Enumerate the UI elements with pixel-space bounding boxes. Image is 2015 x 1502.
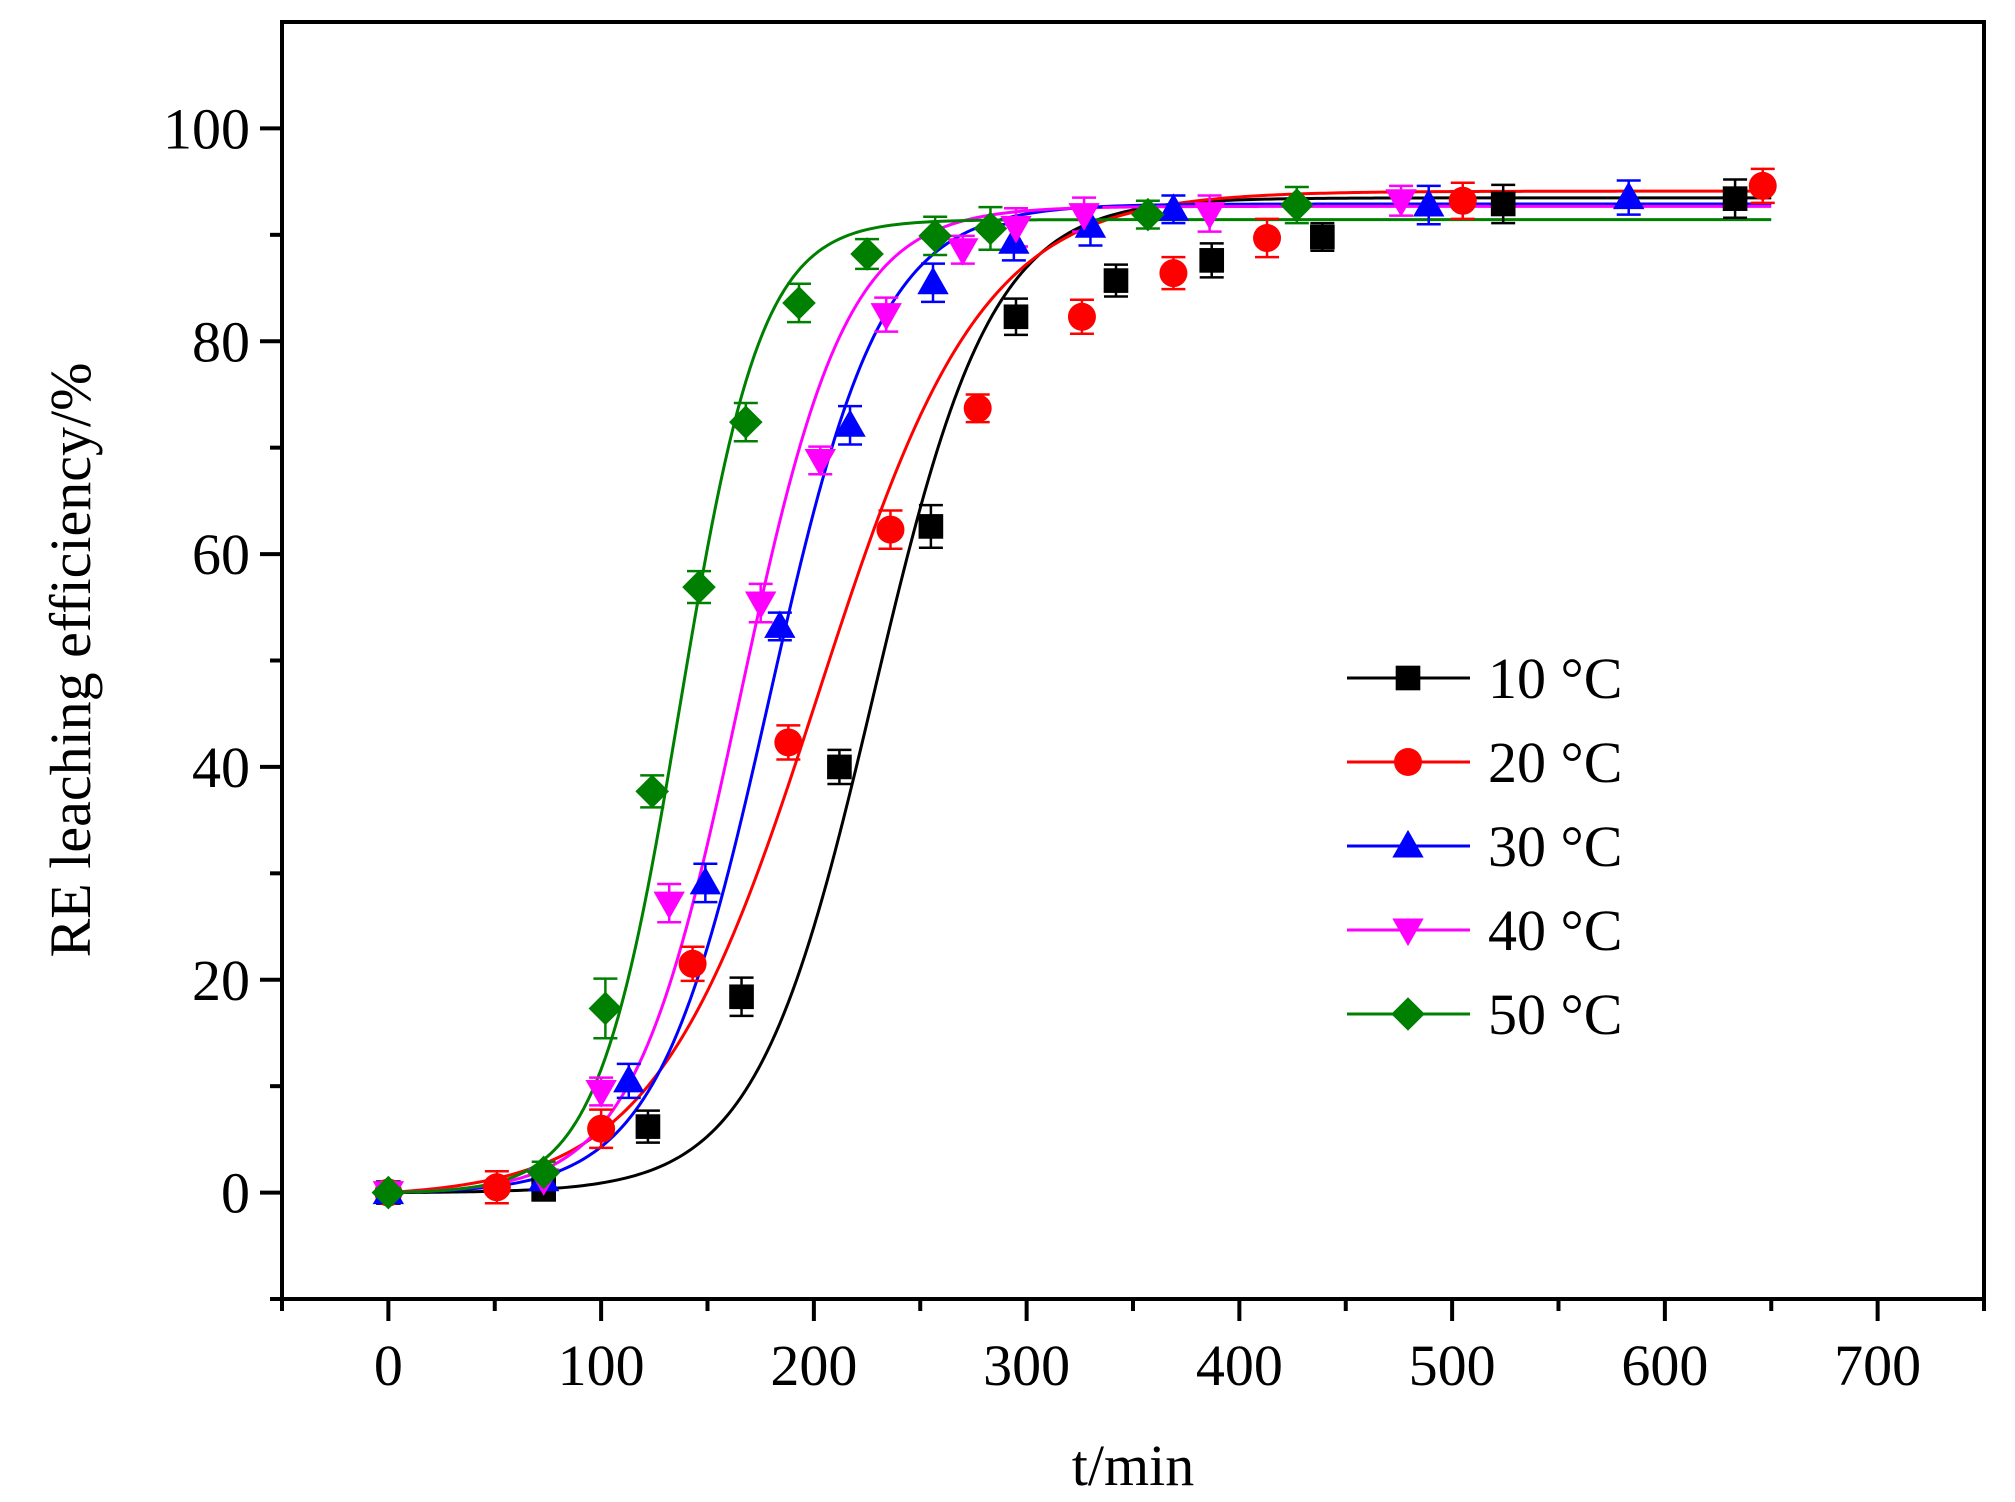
y-tick-label: 60 [192,522,250,587]
series-2-point [482,1173,511,1202]
series-1-fit-line [388,196,1772,1195]
legend-series-4-label: 40 °C [1488,898,1622,963]
series-4-point [653,891,685,920]
y-tick-label: 20 [192,948,250,1013]
series-3-point [998,226,1030,254]
series-1-point [1310,224,1335,250]
x-tick-label: 300 [983,1333,1070,1398]
series-5-point [918,219,952,253]
legend-series-4-marker [1392,918,1424,947]
series-5-point [588,991,623,1026]
series-4-point [1193,202,1226,230]
series-2-point [774,728,803,757]
series-5-point [526,1155,561,1190]
series-1-point [827,754,852,780]
series-1-point [1103,268,1129,293]
legend-series-1-marker [1395,665,1421,691]
series-3-point [1074,210,1107,238]
legend-series-1-label: 10 °C [1488,646,1622,711]
series-2-point [1748,171,1777,200]
series-4-point [1385,189,1417,217]
series-1-point [1199,248,1225,273]
x-tick-label: 0 [374,1333,403,1398]
series-3-point [613,1064,645,1093]
series-3-point [917,266,949,295]
x-tick-label: 700 [1834,1333,1921,1398]
x-axis-title: t/min [1072,1433,1194,1498]
series-5-point [635,774,669,809]
series-4-point [947,238,979,266]
series-1-point [729,984,754,1010]
y-tick-label: 0 [221,1161,250,1226]
series-2-point [678,949,707,978]
series-4-point [585,1080,617,1108]
series-5-point [1280,188,1314,222]
series-1-point [1003,304,1029,330]
series-4-point [1000,215,1032,244]
series-1-point [918,514,944,539]
series-2-point [963,394,992,423]
series-1-point [1722,186,1748,211]
series-5-point [850,237,884,271]
legend-series-3-marker [1392,829,1424,858]
series-5-point [682,570,716,604]
y-tick-label: 100 [163,96,250,161]
y-axis-title: RE leaching efficiency/% [38,363,103,958]
series-3-point [1157,193,1190,221]
series-3-point [689,866,722,895]
x-axis-ticks: 0 100 200 300 400 500 600 700 [280,1299,1986,1398]
series-5-point [728,405,763,439]
x-tick-label: 400 [1196,1333,1283,1398]
series-2-point [1067,302,1096,331]
x-tick-label: 100 [558,1333,645,1398]
series-1-point [1490,191,1516,217]
x-tick-label: 500 [1409,1333,1496,1398]
y-tick-label: 80 [192,309,250,374]
series-4-point [1068,203,1100,231]
series-5-point [782,286,816,320]
series-3-point [834,409,866,437]
legend-series-2-label: 20 °C [1488,730,1622,795]
legend-series-5-label: 50 °C [1488,982,1622,1047]
series-3-point [1613,181,1645,210]
series-4-point [745,591,777,620]
series-5-point [371,1175,406,1210]
series-4-point [870,303,902,331]
series-2-point [1159,259,1188,288]
data-markers [371,171,1777,1210]
legend-series-2-marker [1394,748,1422,776]
legend-series-3-label: 30 °C [1488,814,1622,879]
legend: 10 °C 20 °C 30 °C 40 °C 50 °C [1347,646,1622,1047]
x-tick-label: 600 [1621,1333,1708,1398]
series-2-point [876,515,905,544]
series-3-point [1413,188,1445,217]
series-1-point [635,1114,661,1139]
x-tick-label: 200 [770,1333,857,1398]
series-2-point [1448,186,1477,215]
series-5-point [1131,197,1165,232]
series-2-point [1253,224,1282,253]
legend-series-5-marker [1391,997,1425,1031]
series-3-point [764,610,796,638]
y-tick-label: 40 [192,735,250,800]
y-axis-ticks: 0 20 40 60 80 100 [163,96,282,1301]
series-2-point [587,1114,616,1143]
series-5-point [973,211,1008,246]
series-4-point [804,448,836,477]
